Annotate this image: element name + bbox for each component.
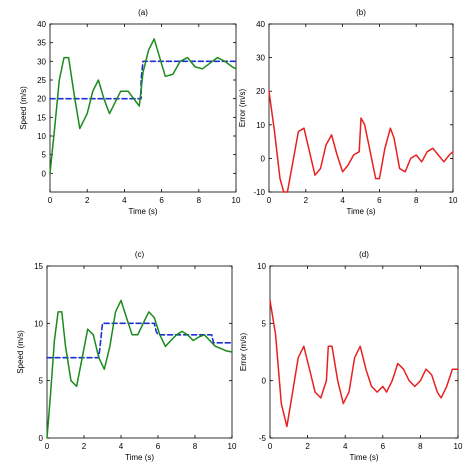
x-tick-label: 2: [304, 196, 309, 205]
x-axis-label: Time (s): [125, 453, 154, 462]
y-tick-label: 10: [256, 121, 265, 130]
y-tick-label: 35: [37, 39, 46, 48]
plot-frame: [269, 265, 459, 439]
plot-frame: [49, 23, 237, 193]
plot-frame: [268, 23, 454, 193]
x-tick-label: 0: [268, 442, 273, 451]
y-tick-label: 10: [257, 262, 266, 271]
x-tick-label: 6: [159, 196, 164, 205]
y-tick-label: 0: [261, 154, 266, 163]
chart-title: (b): [356, 8, 366, 17]
x-axis-label: Time (s): [128, 207, 157, 216]
chart-title: (a): [138, 8, 148, 17]
y-tick-label: 10: [34, 319, 43, 328]
x-tick-label: 8: [193, 442, 198, 451]
x-tick-label: 8: [197, 196, 202, 205]
y-axis-label: Speed (m/s): [16, 330, 25, 374]
chart-a: 0 2 4 6 8 10 0 5 10 15 20 25 30 35 40 (a) Time (s) Speed …: [19, 8, 241, 216]
chart-c: 0 2 4 6 8 10 0 5 10 15 (c) Time (s) Speed (m/s): [16, 250, 237, 462]
chart-title: (c): [135, 250, 145, 259]
y-tick-label: 0: [39, 434, 44, 443]
y-tick-label: 15: [34, 262, 43, 271]
y-tick-label: 20: [37, 95, 46, 104]
x-tick-label: 6: [377, 196, 382, 205]
y-axis-label: Error (m/s): [239, 333, 248, 372]
y-axis-label: Speed (m/s): [19, 86, 28, 130]
x-tick-label: 2: [85, 196, 90, 205]
y-tick-label: 20: [256, 87, 265, 96]
y-tick-label: 30: [37, 57, 46, 66]
x-tick-label: 10: [228, 442, 237, 451]
y-tick-label: -5: [259, 434, 267, 443]
speed-line: [46, 299, 233, 439]
reference-line: [46, 322, 233, 359]
x-tick-label: 10: [232, 196, 241, 205]
y-tick-label: 0: [42, 169, 47, 178]
x-tick-label: 0: [267, 196, 272, 205]
y-tick-label: 25: [37, 76, 46, 85]
reference-line: [49, 60, 237, 100]
x-tick-label: 0: [45, 442, 50, 451]
x-tick-label: 8: [418, 442, 423, 451]
y-tick-label: 40: [256, 20, 265, 29]
x-tick-label: 8: [414, 196, 419, 205]
x-tick-label: 4: [340, 196, 345, 205]
speed-line: [49, 38, 237, 175]
x-axis-label: Time (s): [349, 453, 378, 462]
x-tick-label: 2: [305, 442, 310, 451]
y-tick-label: 0: [262, 377, 267, 386]
x-tick-label: 0: [48, 196, 53, 205]
x-axis-label: Time (s): [346, 207, 375, 216]
x-tick-label: 4: [119, 442, 124, 451]
x-tick-label: 6: [381, 442, 386, 451]
error-line: [269, 299, 459, 428]
plot-frame: [46, 265, 233, 439]
y-axis-label: Error (m/s): [238, 89, 247, 128]
y-tick-label: 40: [37, 20, 46, 29]
y-tick-label: -10: [253, 188, 265, 197]
y-tick-label: 10: [37, 132, 46, 141]
x-tick-label: 2: [82, 442, 87, 451]
y-tick-label: 5: [42, 151, 47, 160]
y-tick-label: 15: [37, 113, 46, 122]
x-tick-label: 10: [449, 196, 458, 205]
x-tick-label: 4: [343, 442, 348, 451]
error-line: [268, 90, 454, 193]
y-tick-label: 5: [262, 319, 267, 328]
x-tick-label: 10: [454, 442, 463, 451]
y-tick-label: 5: [39, 377, 44, 386]
x-tick-label: 4: [122, 196, 127, 205]
x-tick-label: 6: [156, 442, 161, 451]
y-tick-label: 30: [256, 54, 265, 63]
chart-title: (d): [359, 250, 369, 259]
